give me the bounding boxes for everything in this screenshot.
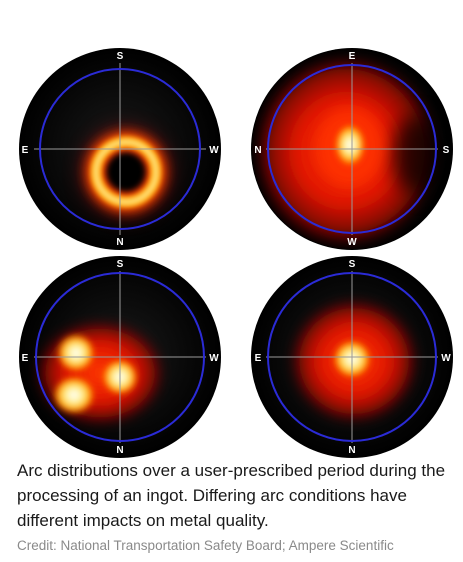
compass-top: S [117, 259, 124, 270]
compass-left: E [22, 145, 29, 156]
arc-heat-spots [36, 321, 164, 425]
arc-distribution-figure: S N E W E W N S [18, 47, 454, 459]
compass-top: S [349, 259, 356, 270]
arc-heat-broad [254, 55, 444, 247]
figure-caption: Arc distributions over a user-prescribed… [17, 461, 446, 530]
compass-top: S [117, 51, 124, 62]
reference-ring [35, 272, 205, 442]
reference-ring [267, 272, 437, 442]
arc-plot-centered: S N E W [250, 255, 454, 459]
image-credit: Credit: National Transportation Safety B… [17, 538, 394, 553]
compass-right: W [441, 353, 451, 364]
compass-right: W [209, 353, 219, 364]
reference-ring [267, 64, 437, 234]
compass-bottom: N [348, 445, 355, 456]
compass-bottom: W [347, 237, 357, 248]
compass-left: E [255, 353, 262, 364]
arc-plot-broad: E W N S [250, 47, 454, 251]
arc-heat-centered [290, 299, 418, 423]
arc-plot-three-spots: S N E W [18, 255, 222, 459]
arc-plot-ring: S N E W [18, 47, 222, 251]
compass-top: E [349, 51, 356, 62]
compass-right: S [443, 145, 450, 156]
reference-ring [39, 68, 201, 230]
arc-heat-ring [82, 128, 170, 216]
compass-left: E [22, 353, 29, 364]
compass-bottom: N [116, 237, 123, 248]
compass-bottom: N [116, 445, 123, 456]
compass-right: W [209, 145, 219, 156]
compass-left: N [254, 145, 261, 156]
